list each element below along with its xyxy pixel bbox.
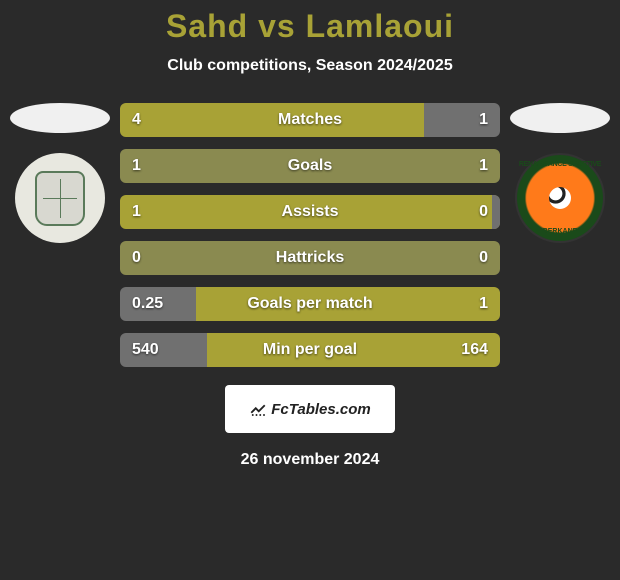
stat-label: Goals per match	[247, 295, 372, 313]
stat-bar-left	[120, 149, 310, 183]
stat-value-right: 1	[479, 157, 488, 175]
stat-value-left: 4	[132, 111, 141, 129]
comparison-card: Sahd vs Lamlaoui Club competitions, Seas…	[0, 0, 620, 469]
stat-value-left: 1	[132, 157, 141, 175]
stat-value-right: 1	[479, 111, 488, 129]
stat-value-left: 0.25	[132, 295, 163, 313]
main-row: 4 1 Matches 1 1 Goals 1 0 Assists 0 0 Hattricks 0.25…	[0, 103, 620, 367]
stat-row: 540 164 Min per goal	[120, 333, 500, 367]
badge-text-top: RENAISSANCE SPORTIVE	[517, 161, 603, 168]
source-label: FcTables.com	[271, 401, 370, 418]
stat-value-right: 0	[479, 203, 488, 221]
stats-chart: 4 1 Matches 1 1 Goals 1 0 Assists 0 0 Hattricks 0.25…	[120, 103, 500, 367]
right-team-oval	[510, 103, 610, 133]
stat-value-right: 1	[479, 295, 488, 313]
stat-row: 1 1 Goals	[120, 149, 500, 183]
stat-value-left: 1	[132, 203, 141, 221]
stat-label: Matches	[278, 111, 342, 129]
right-team-badge: RENAISSANCE SPORTIVE BERKANE	[515, 153, 605, 243]
stat-label: Goals	[288, 157, 332, 175]
stat-bar-right	[492, 195, 500, 229]
right-team-column: RENAISSANCE SPORTIVE BERKANE	[510, 103, 610, 243]
left-team-column	[10, 103, 110, 243]
stat-row: 0.25 1 Goals per match	[120, 287, 500, 321]
stat-bar-left	[120, 103, 424, 137]
page-subtitle: Club competitions, Season 2024/2025	[0, 57, 620, 75]
stat-row: 4 1 Matches	[120, 103, 500, 137]
stat-value-right: 0	[479, 249, 488, 267]
stat-label: Assists	[282, 203, 339, 221]
left-team-oval	[10, 103, 110, 133]
page-title: Sahd vs Lamlaoui	[0, 8, 620, 45]
shield-icon	[35, 171, 85, 226]
stat-row: 0 0 Hattricks	[120, 241, 500, 275]
stat-value-right: 164	[461, 341, 488, 359]
source-badge: FcTables.com	[225, 385, 395, 433]
stat-label: Hattricks	[276, 249, 344, 267]
stat-label: Min per goal	[263, 341, 357, 359]
chart-icon	[249, 400, 267, 418]
soccer-ball-icon	[549, 187, 571, 209]
badge-text-bottom: BERKANE	[517, 228, 603, 235]
stat-bar-right	[424, 103, 500, 137]
stat-bar-right	[310, 149, 500, 183]
left-team-badge	[15, 153, 105, 243]
footer-date: 26 november 2024	[0, 451, 620, 469]
stat-value-left: 540	[132, 341, 159, 359]
stat-row: 1 0 Assists	[120, 195, 500, 229]
stat-value-left: 0	[132, 249, 141, 267]
